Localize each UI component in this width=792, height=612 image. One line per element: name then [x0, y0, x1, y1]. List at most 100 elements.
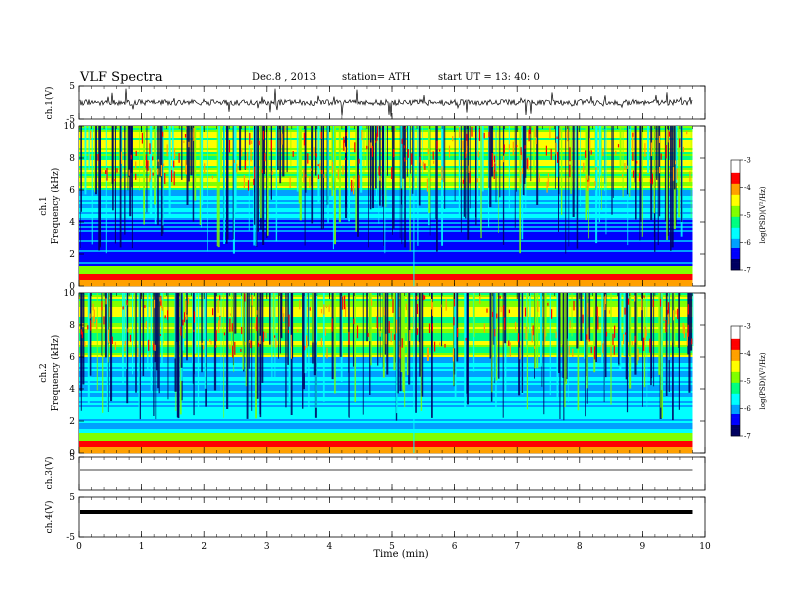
x-tick-label: 3: [264, 542, 270, 552]
x-tick-label: 0: [76, 542, 82, 552]
colorbar-segment: [731, 351, 740, 354]
colorbar-segment: [731, 428, 740, 431]
colorbar-segment: [731, 399, 740, 402]
colorbar-segment: [731, 251, 740, 254]
colorbar-segment: [731, 386, 740, 389]
spec1-ylabel-channel: ch.1: [39, 196, 49, 215]
y-tick-label: 2: [69, 250, 75, 260]
colorbar-segment: [731, 211, 740, 214]
colorbar-tick-label: -4: [744, 350, 751, 358]
y-tick-label: -5: [66, 115, 75, 125]
colorbar-segment: [731, 160, 740, 163]
x-tick-label: 5: [389, 542, 395, 552]
colorbar-segment: [731, 194, 740, 197]
spec2-ylabel-channel: ch.2: [39, 363, 49, 382]
colorbar-segment: [731, 432, 740, 435]
spec1-ylabel-frequency: Frequency (kHz): [50, 168, 61, 245]
colorbar-segment: [731, 185, 740, 188]
colorbar-segment: [731, 346, 740, 349]
colorbar-segment: [731, 368, 740, 371]
colorbar-segment: [731, 191, 740, 194]
colorbar-segment: [731, 397, 740, 400]
y-tick-label: 8: [69, 154, 75, 164]
colorbar-segment: [731, 220, 740, 223]
colorbar-segment: [731, 373, 740, 376]
colorbar-segment: [731, 209, 740, 212]
x-tick-label: 4: [327, 542, 333, 552]
colorbar-segment: [731, 338, 740, 341]
colorbar-segment: [731, 344, 740, 347]
colorbar-segment: [731, 417, 740, 420]
waveform-traces: [79, 88, 693, 514]
colorbar-tick-label: -3: [744, 157, 751, 165]
ch1-spectrogram: [79, 126, 693, 287]
colorbar-segment: [731, 222, 740, 225]
y-tick-label: 4: [69, 218, 75, 228]
colorbar-segment: [731, 371, 740, 374]
colorbar-segment: [731, 246, 740, 249]
colorbar-tick-label: -7: [744, 267, 751, 275]
x-tick-label: 10: [699, 542, 711, 552]
colorbar-segment: [731, 342, 740, 345]
colorbar-segment: [731, 333, 740, 336]
colorbar-segment: [731, 326, 740, 329]
colorbar-segment: [731, 327, 740, 330]
colorbar-segment: [731, 340, 740, 343]
colorbar-segment: [731, 381, 740, 384]
colorbar-segment: [731, 357, 740, 360]
colorbar-segment: [731, 218, 740, 221]
colorbar-segment: [731, 360, 740, 363]
colorbar-tick-label: -3: [744, 323, 751, 331]
colorbar-segment: [731, 172, 740, 175]
colorbar-segment: [731, 255, 740, 258]
colorbar-segment: [731, 430, 740, 433]
colorbar-segment: [731, 393, 740, 396]
colorbar-segment: [731, 187, 740, 190]
colorbar-segment: [731, 259, 740, 262]
colorbar-segment: [731, 375, 740, 378]
colorbar-segment: [731, 182, 740, 185]
colorbar-segment: [731, 215, 740, 218]
colorbar-segment: [731, 189, 740, 192]
y-tick-label: 6: [69, 186, 75, 196]
colorbar-segment: [731, 404, 740, 407]
colorbar-segment: [731, 253, 740, 256]
colorbar-segment: [731, 423, 740, 426]
colorbar-segment: [731, 410, 740, 413]
colorbar-segment: [731, 349, 740, 352]
colorbar-segment: [731, 235, 740, 238]
x-tick-label: 2: [201, 542, 207, 552]
colorbar-segment: [731, 224, 740, 227]
colorbar-segment: [731, 249, 740, 252]
colorbar-segment: [731, 390, 740, 393]
ch1-ylabel: ch.1(V): [44, 87, 55, 120]
colorbar-segment: [731, 425, 740, 428]
colorbar-segment: [731, 415, 740, 418]
x-tick-label: 7: [514, 542, 520, 552]
colorbar-segment: [731, 171, 740, 174]
ch2-colorbar: -3 -4 -5 -6 -7: [730, 323, 751, 441]
colorbar-segment: [731, 196, 740, 199]
colorbar-segment: [731, 229, 740, 232]
cb1-label: log(PSD)(V²/Hz): [759, 186, 767, 243]
colorbar-segment: [731, 264, 740, 267]
colorbar-segment: [731, 180, 740, 183]
colorbar-segment: [731, 163, 740, 166]
colorbar-tick-label: -6: [744, 239, 751, 247]
colorbar-segment: [731, 183, 740, 186]
colorbar-segment: [731, 165, 740, 168]
colorbar-segment: [731, 403, 740, 406]
colorbar-segment: [731, 337, 740, 340]
colorbar-segment: [731, 421, 740, 424]
station-label: station= ATH: [342, 72, 411, 83]
x-tick-label: 8: [577, 542, 583, 552]
colorbar-segment: [731, 178, 740, 181]
colorbar-segment: [731, 419, 740, 422]
colorbar-segment: [731, 176, 740, 179]
colorbar-tick-label: -6: [744, 405, 751, 413]
colorbar-segment: [731, 362, 740, 365]
y-tick-label: 8: [69, 321, 75, 331]
colorbar-segment: [731, 233, 740, 236]
